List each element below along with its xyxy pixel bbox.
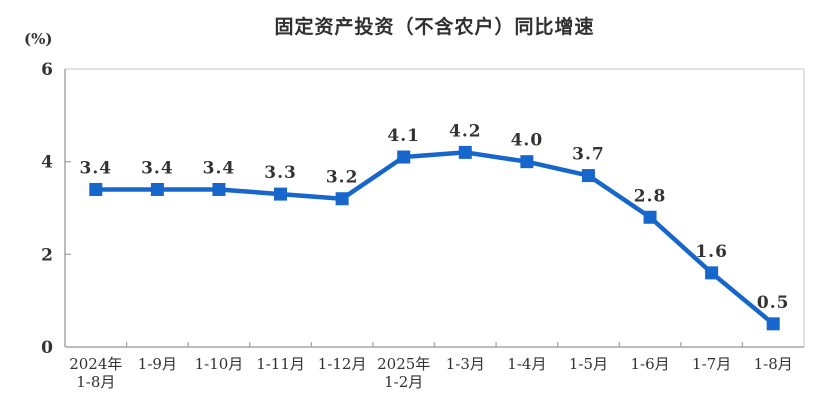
- data-point-label: 2.8: [634, 186, 667, 206]
- x-axis-label: 1-8月: [754, 355, 793, 373]
- data-point-marker: [89, 182, 103, 196]
- x-axis-label: 1-9月: [138, 355, 177, 373]
- data-point-label: 0.5: [757, 293, 790, 313]
- y-axis-label: 0: [41, 338, 53, 358]
- y-axis-label: 2: [41, 245, 53, 265]
- x-axis-label: 1-11月: [256, 355, 305, 373]
- data-point-label: 4.2: [449, 121, 482, 141]
- data-point-label: 4.1: [387, 126, 420, 146]
- data-point-marker: [705, 266, 719, 280]
- x-axis-label: 1-5月: [569, 355, 608, 373]
- data-point-marker: [397, 150, 411, 164]
- data-point-marker: [520, 155, 534, 169]
- data-point-label: 3.4: [141, 158, 174, 178]
- data-point-marker: [274, 187, 288, 201]
- y-axis-unit-label: (%): [24, 30, 53, 48]
- data-point-marker: [581, 169, 595, 183]
- data-point-marker: [335, 192, 349, 206]
- x-axis-label: 1-6月: [630, 355, 669, 373]
- data-point-marker: [643, 210, 657, 224]
- y-axis-label: 4: [41, 153, 53, 173]
- data-point-marker: [212, 182, 226, 196]
- trend-line: [93, 150, 776, 327]
- chart-title: 固定资产投资（不含农户）同比增速: [274, 16, 595, 38]
- data-point-marker: [766, 317, 780, 331]
- data-point-label: 3.4: [203, 158, 236, 178]
- x-axis-label: 2025年 1-2月: [377, 355, 430, 391]
- x-axis-label: 2024年 1-8月: [69, 355, 122, 391]
- data-point-label: 4.0: [511, 131, 544, 151]
- x-axis-label: 1-10月: [195, 355, 244, 373]
- data-point-marker: [150, 182, 164, 196]
- y-axis-label: 6: [41, 60, 53, 80]
- data-point-label: 1.6: [695, 242, 728, 262]
- data-point-label: 3.7: [572, 145, 605, 165]
- data-point-label: 3.4: [80, 158, 113, 178]
- data-point-label: 3.2: [326, 168, 359, 188]
- data-point-label: 3.3: [264, 163, 297, 183]
- x-axis-label: 1-7月: [692, 355, 731, 373]
- x-axis-label: 1-3月: [446, 355, 485, 373]
- data-point-marker: [458, 145, 472, 159]
- x-axis-label: 1-4月: [507, 355, 546, 373]
- x-axis-label: 1-12月: [318, 355, 367, 373]
